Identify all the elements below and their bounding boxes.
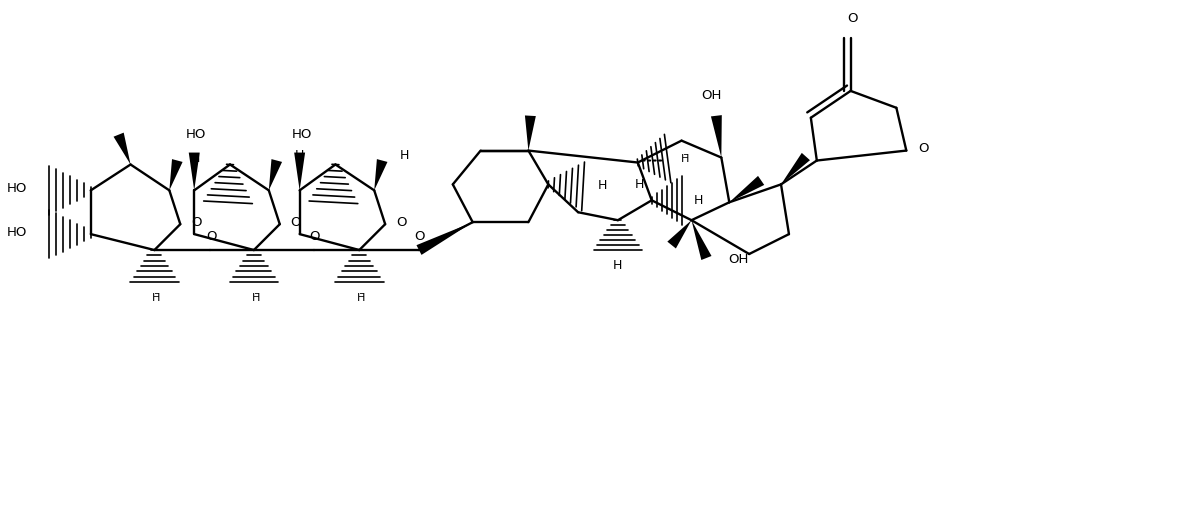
Polygon shape [374,159,388,190]
Text: OH: OH [701,90,721,102]
Polygon shape [269,159,282,190]
Text: O: O [206,229,216,243]
Polygon shape [524,115,536,151]
Text: O: O [415,229,425,243]
Text: O: O [396,216,407,229]
Polygon shape [294,153,305,190]
Text: O: O [310,229,320,243]
Polygon shape [781,153,810,184]
Text: H: H [598,179,607,192]
Polygon shape [691,220,712,260]
Text: H: H [400,149,409,162]
Polygon shape [667,220,691,248]
Polygon shape [188,153,199,190]
Text: H: H [613,260,623,272]
Polygon shape [730,176,764,202]
Text: HO: HO [7,182,28,195]
Text: H: H [635,178,644,191]
Text: H̄: H̄ [252,293,260,303]
Text: H̄: H̄ [358,293,366,303]
Text: H̄: H̄ [152,293,161,303]
Polygon shape [169,159,182,190]
Text: O: O [191,216,202,229]
Text: O: O [847,12,858,25]
Text: HO: HO [292,128,312,141]
Text: HO: HO [186,128,206,141]
Text: H: H [295,149,304,162]
Text: H: H [191,152,200,165]
Text: OH: OH [728,253,749,266]
Text: HO: HO [7,226,28,239]
Text: H̄: H̄ [680,154,689,163]
Text: H: H [694,194,703,207]
Polygon shape [710,115,721,158]
Polygon shape [114,133,131,164]
Polygon shape [416,222,473,255]
Text: O: O [290,216,301,229]
Text: O: O [918,142,929,155]
